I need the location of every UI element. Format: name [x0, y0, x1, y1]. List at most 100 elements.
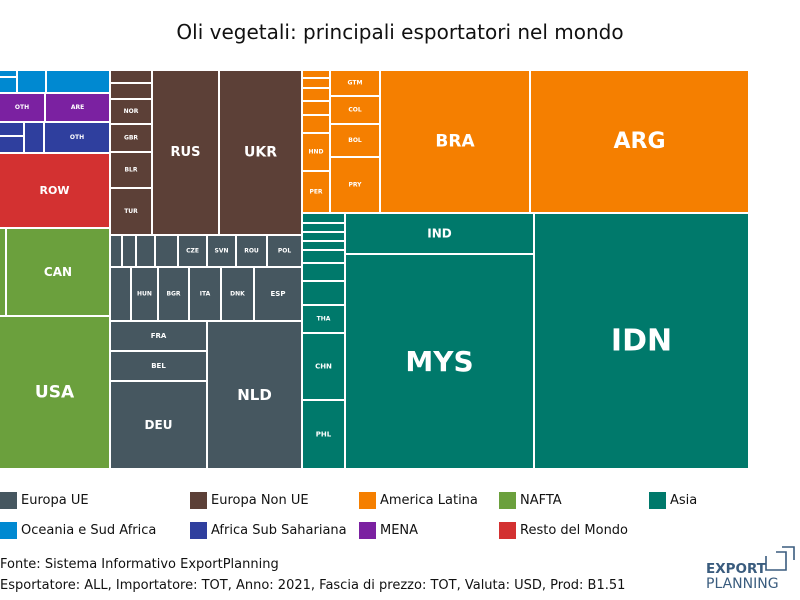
tile-label-fra: FRA — [151, 332, 167, 340]
treemap-tile — [303, 242, 344, 249]
treemap-tile-ukr — [220, 71, 301, 234]
treemap-tile-hun — [132, 268, 157, 320]
tile-label-ita: ITA — [200, 291, 211, 298]
treemap-tile-dnk — [222, 268, 253, 320]
treemap-tile — [0, 137, 23, 152]
treemap-tile-gtm — [331, 71, 379, 95]
tile-label-ukr: UKR — [244, 145, 277, 161]
treemap-tile-chn — [303, 334, 344, 399]
legend-label: Africa Sub Sahariana — [211, 523, 347, 538]
treemap-tile-fra — [111, 322, 206, 350]
treemap-tile — [303, 71, 329, 77]
legend-item-europa-ue: Europa UE — [0, 492, 89, 509]
legend-item-oceania-e-sud-africa: Oceania e Sud Africa — [0, 522, 156, 539]
tile-label-blr: BLR — [124, 167, 137, 174]
footer-source: Fonte: Sistema Informativo ExportPlannin… — [0, 557, 279, 572]
tile-label-bgr: BGR — [166, 291, 180, 298]
tile-label-oth: OTH — [15, 104, 29, 111]
treemap-tile-can — [7, 229, 109, 315]
footer-params: Esportatore: ALL, Importatore: TOT, Anno… — [0, 578, 626, 593]
tile-label-bel: BEL — [151, 362, 166, 370]
legend-label: Europa UE — [21, 493, 89, 508]
treemap-tile-nld — [208, 322, 301, 468]
treemap-tile-blr — [111, 153, 151, 187]
tile-label-rou: ROU — [244, 248, 259, 255]
treemap-tile-esp — [255, 268, 301, 320]
treemap-tile — [111, 84, 151, 98]
treemap-tile — [123, 236, 135, 266]
treemap-tile-are — [46, 94, 109, 121]
tile-label-hun: HUN — [137, 291, 152, 298]
tile-label-svn: SVN — [215, 248, 229, 255]
treemap-tile-bgr — [159, 268, 188, 320]
treemap-tile — [303, 251, 344, 262]
treemap-tile-mys — [346, 255, 533, 468]
tile-label-esp: ESP — [271, 290, 286, 298]
tile-label-chn: CHN — [315, 363, 332, 371]
legend-label: NAFTA — [520, 493, 562, 508]
tile-label-pol: POL — [278, 248, 291, 255]
legend-item-africa-sub-sahariana: Africa Sub Sahariana — [190, 522, 347, 539]
treemap-tile — [0, 71, 16, 76]
legend-item-mena: MENA — [359, 522, 418, 539]
treemap-tile-phl — [303, 401, 344, 468]
treemap-tile-rou — [237, 236, 266, 266]
treemap-tile-per — [303, 172, 329, 212]
legend-swatch — [499, 492, 516, 509]
tile-label-usa: USA — [35, 383, 75, 403]
treemap-tile-deu — [111, 382, 206, 468]
treemap-tile-arg — [531, 71, 748, 212]
tile-label-arg: ARG — [613, 129, 665, 154]
legend-swatch — [499, 522, 516, 539]
treemap-tile — [0, 78, 16, 92]
treemap-chart: IDN MYS IND PHL CHN THA ARG BRA PRY BOL COL GTM PER H… — [0, 71, 748, 468]
legend-swatch — [359, 522, 376, 539]
treemap-tile-oth — [45, 123, 109, 152]
tile-label-nld: NLD — [237, 386, 272, 404]
legend-item-resto-del-mondo: Resto del Mondo — [499, 522, 628, 539]
treemap-tile — [111, 236, 121, 266]
tile-label-nor: NOR — [124, 108, 139, 115]
treemap-tile-idn — [535, 214, 748, 468]
treemap-tile-pry — [331, 158, 379, 212]
legend-swatch — [649, 492, 666, 509]
legend-swatch — [0, 522, 17, 539]
treemap-tile-oth — [0, 94, 44, 121]
treemap-tile-bol — [331, 125, 379, 156]
exportplanning-logo: EXPORT PLANNING — [706, 546, 795, 592]
treemap-tile-bel — [111, 352, 206, 380]
treemap-tile — [18, 71, 45, 92]
tile-label-per: PER — [309, 189, 322, 196]
tile-label-idn: IDN — [611, 324, 672, 359]
tile-label-hnd: HND — [308, 149, 323, 156]
legend-swatch — [359, 492, 376, 509]
tile-label-oth: OTH — [70, 134, 84, 141]
treemap-tile-rus — [153, 71, 218, 234]
treemap-tile-usa — [0, 317, 109, 468]
treemap-tile — [0, 229, 5, 315]
tile-label-row: ROW — [40, 184, 70, 197]
logo-line1: EXPORT — [706, 561, 767, 577]
tile-label-dnk: DNK — [230, 291, 245, 298]
tile-label-bol: BOL — [348, 137, 362, 144]
treemap-tile — [111, 71, 151, 82]
treemap-tile — [303, 214, 344, 222]
legend-label: Asia — [670, 493, 698, 508]
chart-title: Oli vegetali: principali esportatori nel… — [176, 20, 624, 44]
tile-label-tur: TUR — [124, 208, 138, 215]
treemap-tile — [303, 89, 329, 100]
logo-corner-icon — [782, 546, 795, 560]
tile-label-deu: DEU — [145, 418, 173, 432]
tile-label-gbr: GBR — [124, 135, 138, 142]
treemap-tile-hnd — [303, 134, 329, 170]
tile-label-rus: RUS — [171, 145, 201, 160]
treemap-tile-gbr — [111, 125, 151, 151]
legend-label: Oceania e Sud Africa — [21, 523, 157, 538]
tile-label-gtm: GTM — [348, 80, 363, 87]
legend-swatch — [0, 492, 17, 509]
treemap-tile — [0, 123, 23, 135]
logo-frame-icon — [765, 551, 787, 571]
treemap-tile-tha — [303, 306, 344, 332]
tile-label-ind: IND — [427, 227, 452, 241]
treemap-tile-col — [331, 97, 379, 123]
